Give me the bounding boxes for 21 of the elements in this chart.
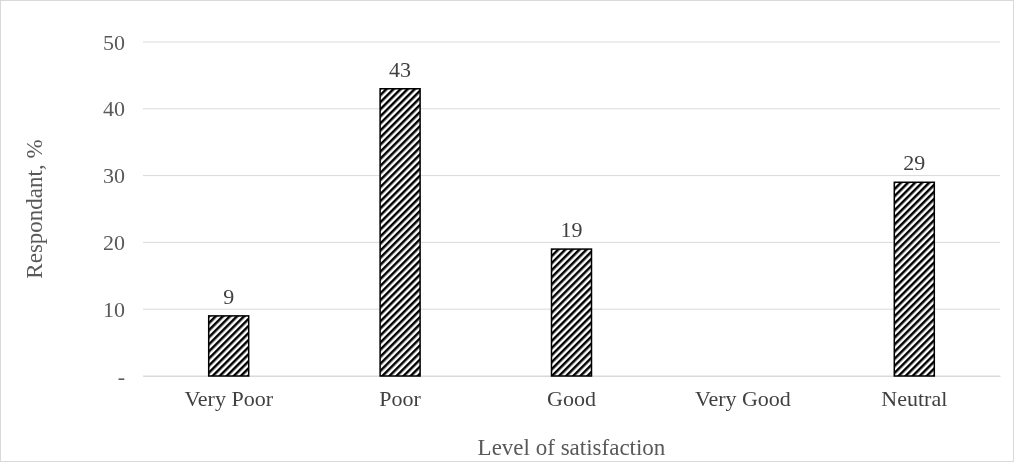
y-tick-label: 50 [103, 29, 125, 55]
bar [207, 315, 250, 377]
bar [893, 181, 936, 377]
y-tick-label: 30 [103, 163, 125, 189]
x-tick-label: Neutral [881, 385, 948, 411]
y-tick-label: - [117, 363, 125, 389]
x-tick-label: Good [547, 385, 596, 411]
x-tick-label: Poor [379, 385, 422, 411]
data-label: 29 [903, 150, 926, 176]
y-tick-label: 20 [103, 229, 125, 255]
data-label: 9 [223, 283, 235, 309]
x-tick-label: Very Good [694, 385, 791, 411]
data-label: 19 [560, 217, 583, 243]
data-label: 43 [389, 56, 412, 82]
bar [379, 88, 421, 377]
y-axis-title: Respondant, % [22, 139, 47, 279]
x-tick-label: Very Poor [184, 385, 274, 411]
y-tick-label: 10 [103, 296, 125, 322]
x-axis-title: Level of satisfaction [477, 435, 666, 460]
bar [550, 248, 593, 377]
y-tick-label: 40 [103, 96, 125, 122]
